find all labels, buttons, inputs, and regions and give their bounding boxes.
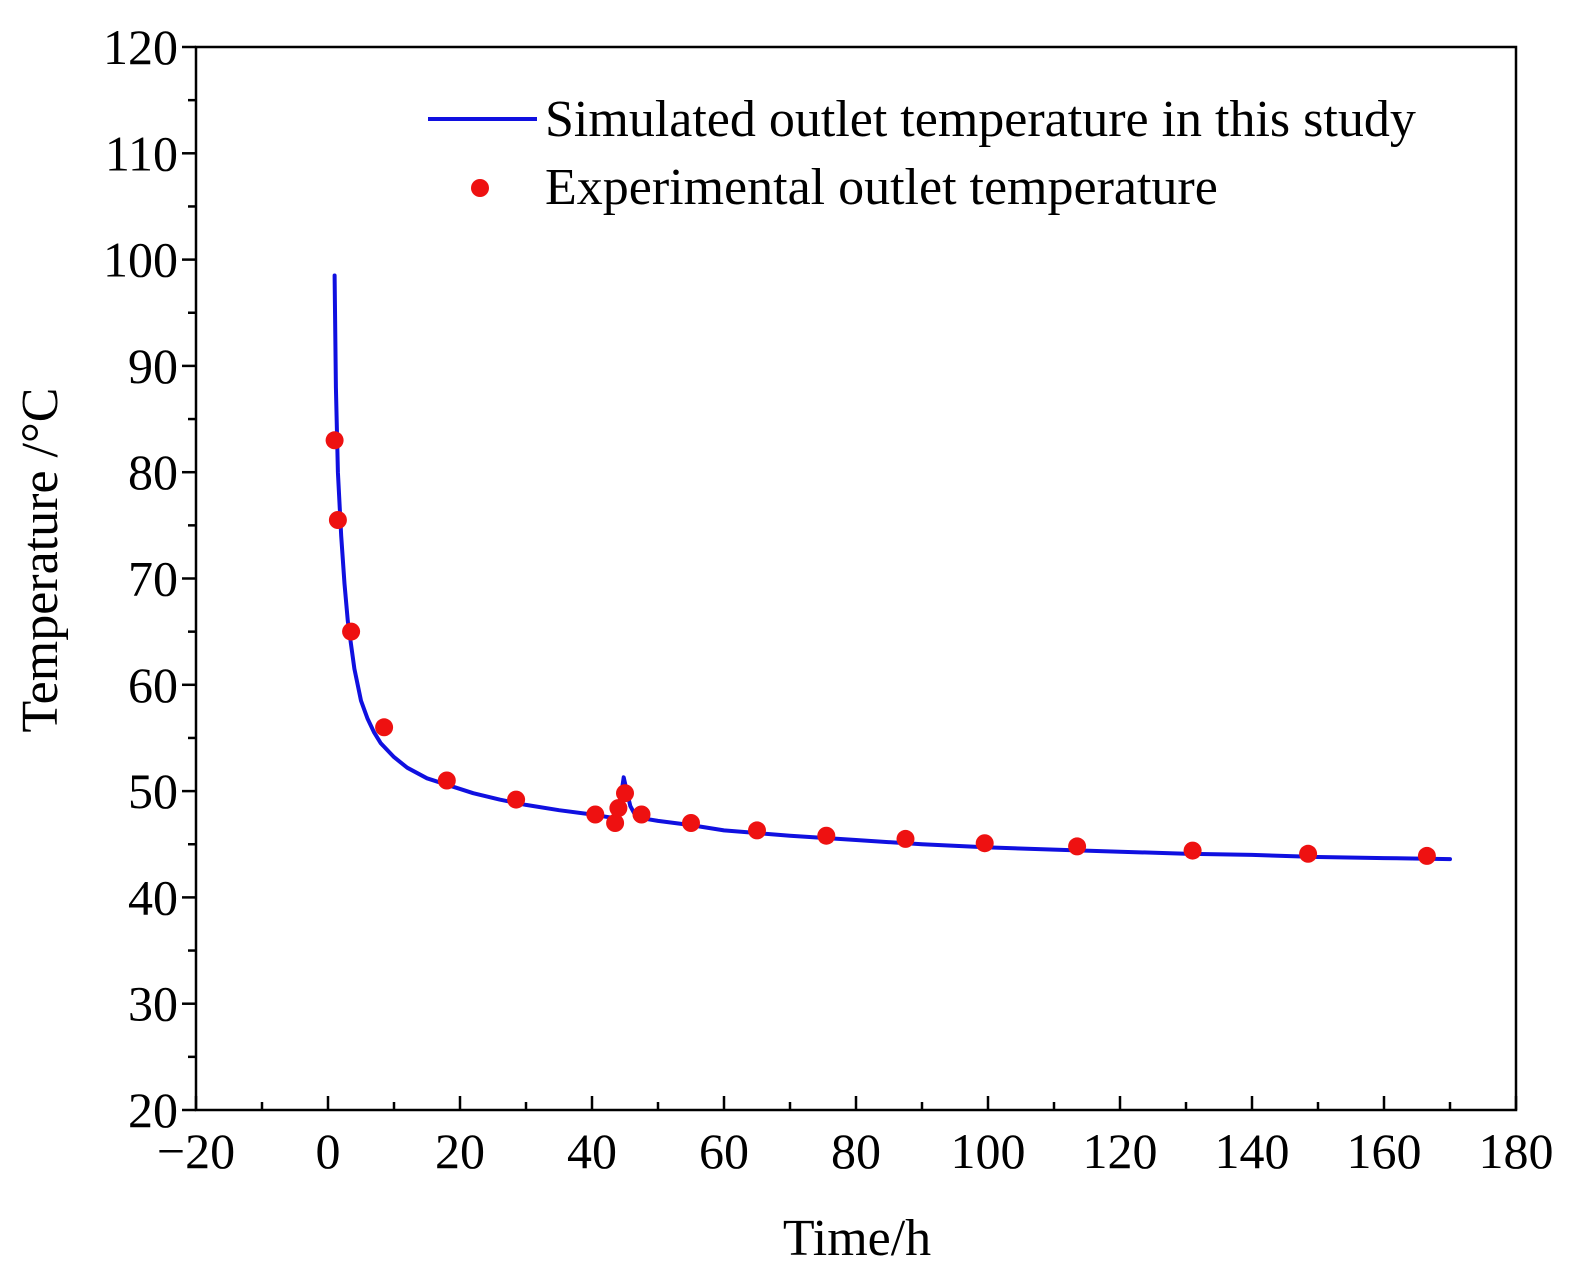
experimental-point (682, 814, 700, 832)
legend: Simulated outlet temperature in this stu… (428, 91, 1416, 216)
tick-labels: −20 0 20 40 60 80 100 120 140 160 180 20 30 40 50 60 70 8… (103, 19, 1554, 1179)
simulated-series-line (332, 273, 1452, 862)
legend-label-experimental: Experimental outlet temperature (545, 159, 1218, 216)
axes-ticks (182, 45, 1518, 1112)
y-tick-label: 70 (128, 551, 178, 607)
x-tick-label: 100 (951, 1123, 1026, 1179)
experimental-point (328, 511, 347, 529)
experimental-point (975, 834, 994, 853)
y-tick-label: 50 (128, 763, 178, 819)
legend-label-simulated: Simulated outlet temperature in this stu… (545, 91, 1416, 148)
x-axis-title: Time/h (783, 1210, 931, 1267)
experimental-point (748, 821, 766, 840)
y-tick-label: 100 (103, 232, 178, 288)
experimental-point (606, 814, 625, 832)
x-tick-label: 60 (699, 1123, 749, 1179)
experimental-point (342, 622, 361, 641)
experimental-point (507, 790, 526, 809)
experimental-point (632, 805, 651, 824)
experimental-point (896, 829, 915, 848)
experimental-point (1299, 844, 1318, 863)
y-tick-label: 120 (103, 19, 178, 75)
x-tick-label: 80 (831, 1123, 881, 1179)
x-tick-label: 40 (567, 1123, 617, 1179)
experimental-point (1068, 837, 1087, 856)
experimental-point (1183, 841, 1202, 860)
plot-marks (325, 273, 1452, 865)
experimental-point (616, 784, 634, 803)
y-tick-label: 40 (128, 869, 178, 925)
x-tick-label: −20 (157, 1123, 235, 1179)
experimental-point (1417, 846, 1436, 865)
x-tick-label: 140 (1215, 1123, 1290, 1179)
experimental-point (609, 799, 628, 818)
experimental-point (817, 826, 836, 845)
legend-dot-swatch (471, 179, 489, 197)
y-tick-label: 20 (128, 1082, 178, 1138)
x-tick-label: 180 (1479, 1123, 1554, 1179)
x-tick-label: 20 (435, 1123, 485, 1179)
y-tick-label: 60 (128, 657, 178, 713)
y-tick-label: 30 (128, 976, 178, 1032)
y-axis-title: Temperature /°C (12, 388, 69, 733)
y-tick-label: 90 (128, 338, 178, 394)
y-tick-label: 110 (105, 125, 178, 181)
experimental-point (586, 805, 605, 824)
experimental-point (437, 771, 456, 790)
y-tick-label: 80 (128, 444, 178, 500)
experimental-point (325, 431, 344, 450)
x-tick-label: 160 (1347, 1123, 1422, 1179)
x-tick-label: 120 (1083, 1123, 1158, 1179)
experimental-point (375, 718, 394, 737)
x-tick-label: 0 (316, 1123, 341, 1179)
